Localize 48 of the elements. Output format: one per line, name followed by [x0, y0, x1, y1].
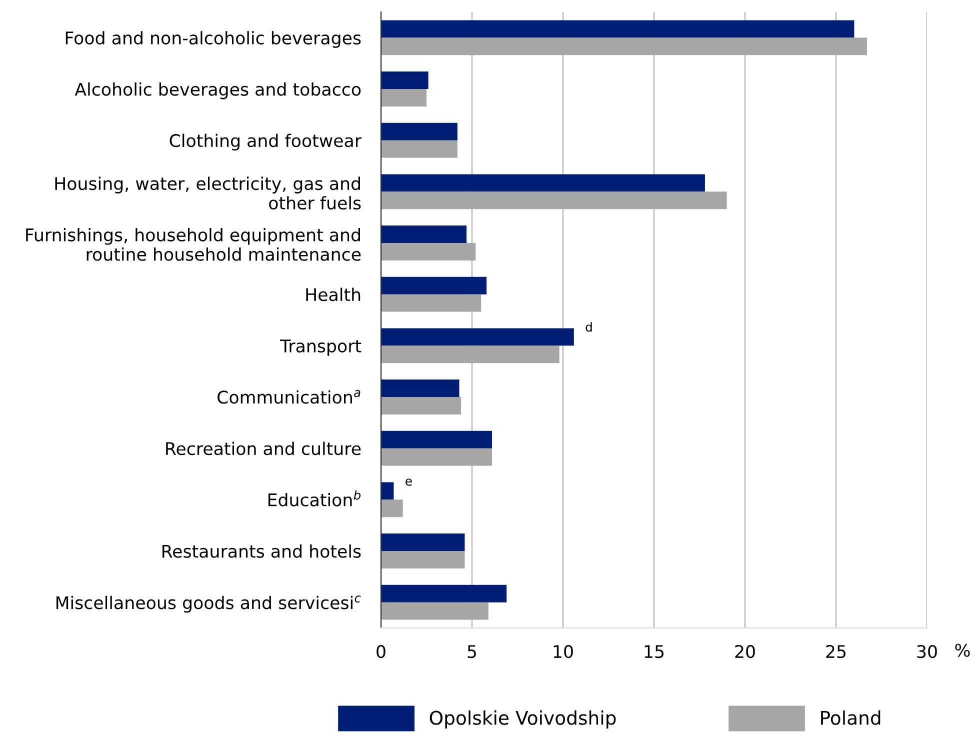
- bar: [381, 448, 492, 466]
- x-tick-label: 30: [917, 644, 937, 658]
- bar: [381, 294, 482, 312]
- bar: [381, 192, 727, 210]
- annotation: d: [586, 322, 592, 332]
- x-tick-label: 0: [376, 644, 386, 658]
- legend-label: Poland: [821, 710, 880, 725]
- bar: [381, 328, 574, 346]
- y-tick-label: Restaurants and hotels: [162, 544, 361, 558]
- y-tick-label: Furnishings, household equipment and routine household maintenance: [26, 228, 361, 261]
- y-tick-label: Housing, water, electricity, gas and other fuels: [55, 176, 361, 210]
- y-tick-label: Miscellaneous goods and servicesi$^{c}$: [56, 596, 361, 613]
- y-tick-label: Food and non-alcoholic beverages: [66, 31, 361, 48]
- bar: [381, 380, 460, 397]
- y-tick-label: Recreation and culture: [166, 442, 361, 456]
- bar: [381, 534, 465, 551]
- bar: [381, 72, 428, 89]
- bar: [381, 122, 458, 140]
- x-tick-label: 10: [554, 644, 573, 658]
- annotation: e: [406, 478, 412, 486]
- bar: [381, 226, 467, 243]
- x-tick-label: 15: [644, 645, 664, 658]
- y-tick-label: Education$^{b}$: [268, 490, 360, 506]
- bar: [381, 243, 476, 260]
- bar: [381, 276, 487, 294]
- x-tick-label: 5: [468, 645, 476, 658]
- bar: [381, 346, 560, 364]
- bar: [381, 551, 465, 568]
- bar: [381, 89, 426, 106]
- bar: [381, 20, 854, 38]
- y-tick-label: Clothing and footwear: [170, 134, 362, 151]
- bar: [381, 602, 488, 620]
- bar: [381, 397, 462, 414]
- y-tick-label: Transport: [280, 340, 362, 356]
- bar: [381, 140, 458, 158]
- y-tick-label: Communication$^{a}$: [218, 390, 360, 404]
- bar: [381, 482, 394, 500]
- bar: [381, 584, 507, 602]
- y-tick-label: Alcoholic beverages and tobacco: [74, 82, 361, 100]
- x-tick-label: 20: [735, 644, 755, 658]
- bar: [381, 174, 705, 192]
- x-axis-title: %: [955, 644, 970, 657]
- x-tick-label: 25: [826, 644, 846, 658]
- bar: [381, 430, 492, 448]
- bar: [381, 500, 403, 518]
- legend-label: Opolskie Voivodship: [430, 710, 616, 729]
- bar: [381, 38, 867, 56]
- y-tick-label: Health: [306, 288, 360, 302]
